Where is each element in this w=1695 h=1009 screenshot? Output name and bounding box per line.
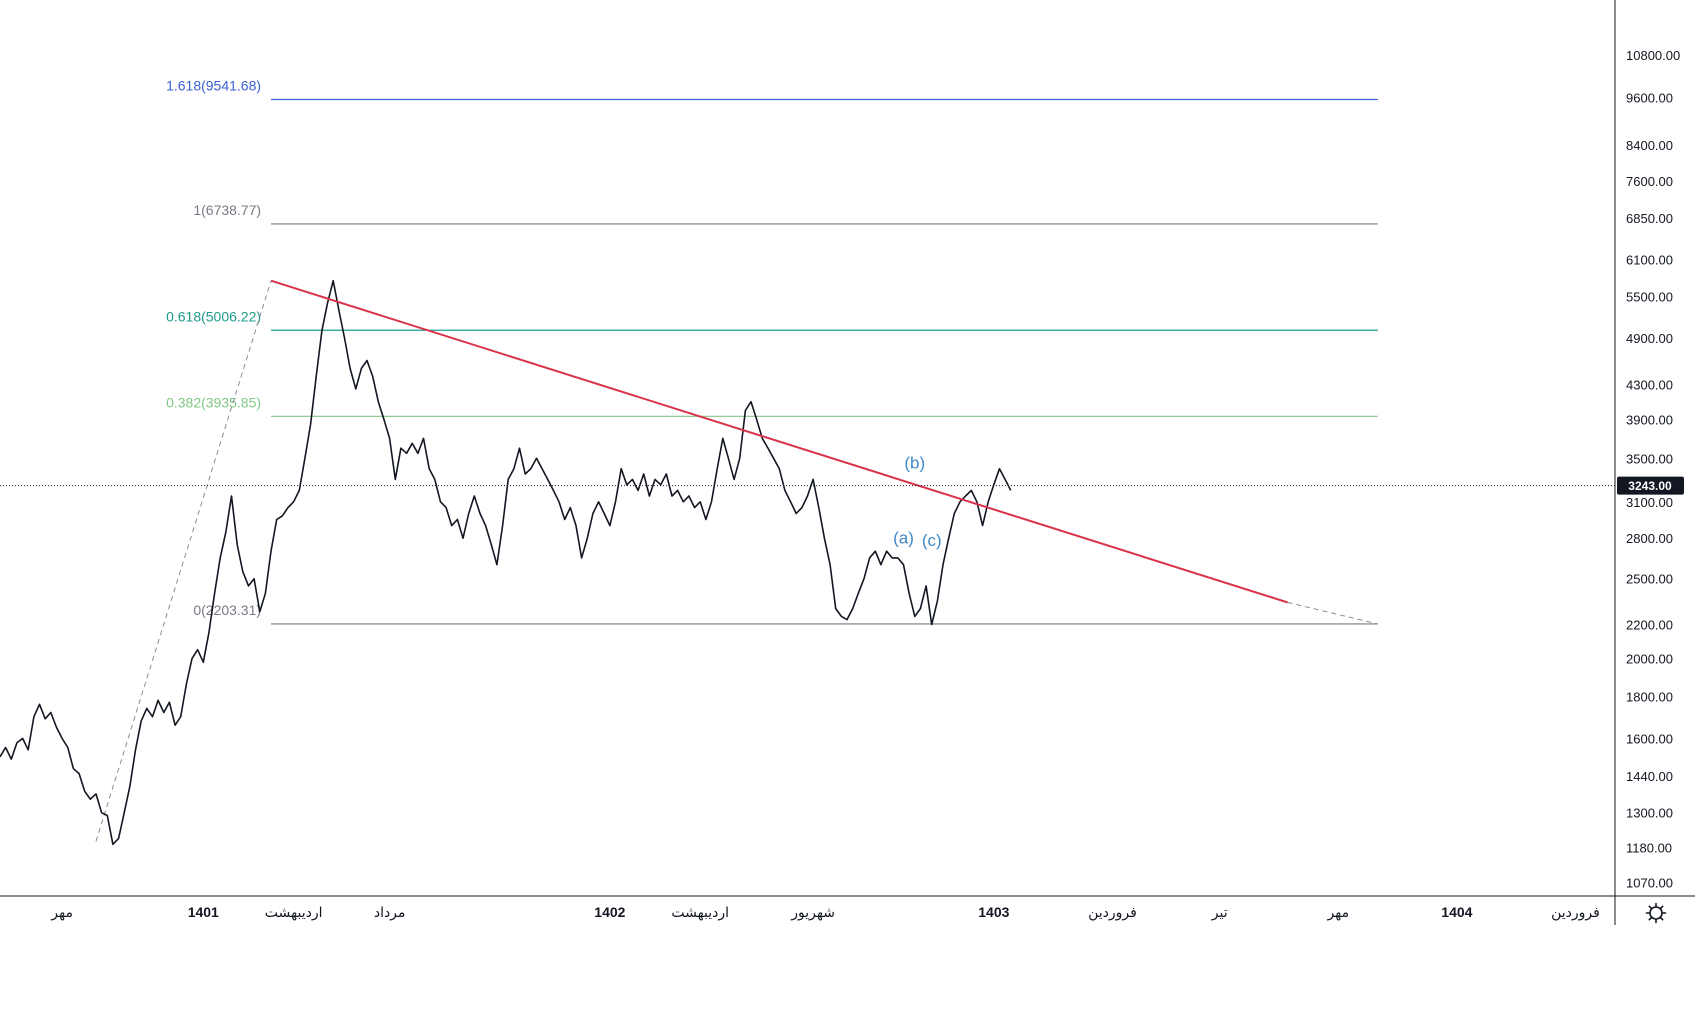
x-tick-label: اردیبهشت [265, 904, 323, 921]
x-tick-label: 1403 [978, 904, 1009, 920]
fib-anchor-line [95, 280, 272, 842]
current-price-badge-bg [1617, 476, 1684, 495]
wave-label: (b) [904, 454, 925, 473]
x-tick-label: تیر [1211, 904, 1228, 921]
trendline-solid [270, 279, 1288, 604]
y-tick-label: 10800.00 [1626, 48, 1680, 63]
current-price-badge-label: 3243.00 [1628, 479, 1672, 493]
current-price-badge: 3243.00 [1617, 476, 1684, 495]
x-axis-ticks: مهر 1401 اردیبهشت مرداد 1402 اردیبهشت شهریور 14… [50, 904, 1600, 921]
fib-anchor-dashed-line [95, 280, 272, 842]
fib-level-label: 0(2203.31) [193, 602, 261, 618]
y-tick-label: 1600.00 [1626, 731, 1673, 746]
fib-level-label: 0.618(5006.22) [166, 308, 261, 324]
wave-label: (a) [893, 528, 914, 547]
y-tick-label: 4300.00 [1626, 378, 1673, 393]
fib-level-label: 0.382(3935.85) [166, 394, 261, 410]
fib-levels [271, 98, 1378, 625]
y-tick-label: 1300.00 [1626, 806, 1673, 821]
x-tick-label: فروردین [1551, 904, 1600, 921]
x-tick-label: 1401 [188, 904, 219, 920]
trendline [270, 279, 1378, 625]
x-tick-label: اردیبهشت [671, 904, 729, 921]
y-tick-label: 1070.00 [1626, 875, 1673, 890]
y-tick-label: 3900.00 [1626, 413, 1673, 428]
x-tick-label: مرداد [374, 904, 406, 921]
x-tick-label: مهر [1326, 904, 1349, 921]
y-tick-label: 7600.00 [1626, 174, 1673, 189]
price-line [0, 279, 1012, 846]
y-tick-label: 6100.00 [1626, 253, 1673, 268]
y-tick-label: 3500.00 [1626, 451, 1673, 466]
y-tick-label: 2500.00 [1626, 572, 1673, 587]
y-tick-label: 9600.00 [1626, 90, 1673, 105]
y-tick-label: 3100.00 [1626, 495, 1673, 510]
y-tick-label: 1180.00 [1626, 840, 1672, 855]
y-tick-label: 1440.00 [1626, 769, 1673, 784]
x-tick-label: 1402 [594, 904, 625, 920]
y-tick-label: 4900.00 [1626, 331, 1673, 346]
x-tick-label: فروردین [1088, 904, 1137, 921]
axes [0, 0, 1695, 925]
y-tick-label: 1800.00 [1626, 689, 1673, 704]
fib-level-labels: 1.618(9541.68) 1(6738.77) 0.618(5006.22) 0.… [166, 77, 261, 617]
y-tick-label: 2000.00 [1626, 652, 1673, 667]
y-axis-ticks: 10800.00 9600.00 8400.00 7600.00 6850.00 6100… [1626, 48, 1680, 890]
y-tick-label: 6850.00 [1626, 211, 1673, 226]
trendline-extension [1287, 601, 1378, 625]
wave-labels: (b) (a) (c) [893, 454, 942, 550]
x-tick-label: شهریور [790, 904, 835, 921]
y-tick-label: 8400.00 [1626, 138, 1673, 153]
fib-level-label: 1(6738.77) [193, 202, 261, 218]
wave-label: (c) [922, 531, 942, 550]
fib-level-label: 1.618(9541.68) [166, 77, 261, 93]
y-tick-label: 5500.00 [1626, 290, 1673, 305]
x-tick-label: 1404 [1441, 904, 1472, 920]
x-tick-label: مهر [50, 904, 73, 921]
y-tick-label: 2200.00 [1626, 617, 1673, 632]
price-series [0, 279, 1012, 846]
settings-gear-icon[interactable] [1645, 902, 1667, 924]
y-tick-label: 2800.00 [1626, 531, 1673, 546]
